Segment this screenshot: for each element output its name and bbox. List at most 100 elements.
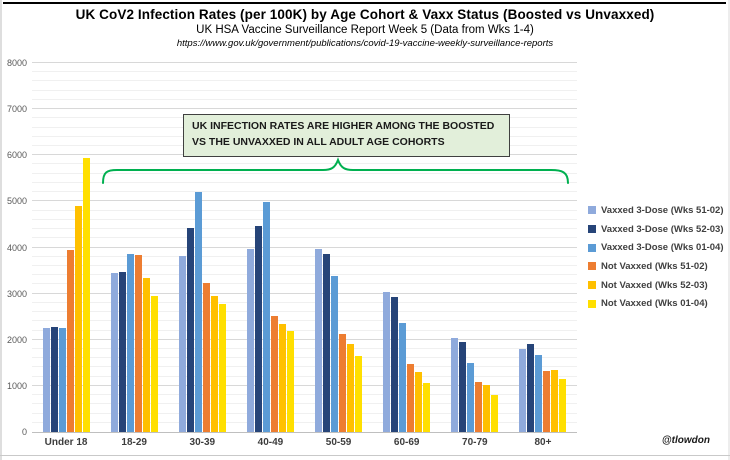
bar xyxy=(42,328,50,432)
bar xyxy=(551,370,559,432)
legend-item: Vaxxed 3-Dose (Wks 01-04) xyxy=(588,238,724,257)
bar xyxy=(202,283,210,432)
y-tick-label: 1000 xyxy=(6,380,27,391)
bar xyxy=(315,249,323,432)
gridline xyxy=(32,403,577,405)
gridline xyxy=(32,329,577,331)
bar xyxy=(355,356,363,432)
gridline xyxy=(32,108,577,110)
gridline xyxy=(32,264,577,266)
bar xyxy=(50,327,58,432)
bar xyxy=(331,275,339,432)
source-url: https://www.gov.uk/government/publicatio… xyxy=(176,38,554,49)
bar-group-80- xyxy=(509,63,577,432)
x-tick-label: 30-39 xyxy=(189,437,216,448)
gridline xyxy=(32,375,577,377)
bar xyxy=(347,344,355,432)
legend-item: Vaxxed 3-Dose (Wks 51-02) xyxy=(588,201,724,220)
legend-label: Not Vaxxed (Wks 51-02) xyxy=(601,260,708,272)
legend-item: Not Vaxxed (Wks 51-02) xyxy=(588,257,724,276)
gridline xyxy=(32,366,577,368)
gridline xyxy=(32,246,577,248)
gridline xyxy=(32,357,577,359)
bar xyxy=(262,202,270,432)
bar-group-70-79 xyxy=(441,63,509,432)
legend-swatch-icon xyxy=(588,206,596,215)
annotation-line2: VS THE UNVAXXED IN ALL ADULT AGE COHORTS xyxy=(192,135,445,148)
bar xyxy=(323,254,331,432)
x-axis-line xyxy=(32,432,577,433)
x-tick-label: 50-59 xyxy=(325,437,352,448)
legend-swatch-icon xyxy=(588,299,596,308)
chart-legend: Vaxxed 3-Dose (Wks 51-02) Vaxxed 3-Dose (… xyxy=(588,201,724,313)
x-tick-label: 60-69 xyxy=(393,437,420,448)
x-tick-label: 70-79 xyxy=(462,437,488,448)
bar xyxy=(451,338,459,432)
legend-label: Not Vaxxed (Wks 52-03) xyxy=(601,279,708,291)
legend-swatch-icon xyxy=(588,281,596,290)
bar xyxy=(519,349,527,432)
annotation-box: UK INFECTION RATES ARE HIGHER AMONG THE … xyxy=(183,114,510,157)
x-tick-label: 40-49 xyxy=(257,437,284,448)
page-edge-right xyxy=(728,0,730,460)
gridline xyxy=(32,209,577,211)
gridline xyxy=(32,80,577,82)
legend-swatch-icon xyxy=(588,243,596,252)
bar xyxy=(126,253,134,432)
bar xyxy=(74,206,82,432)
bar-group-50-59 xyxy=(305,63,373,432)
gridline xyxy=(32,191,577,193)
gridline xyxy=(32,98,577,100)
legend-swatch-icon xyxy=(588,262,596,271)
bar xyxy=(399,323,407,432)
bar xyxy=(286,331,294,432)
legend-label: Vaxxed 3-Dose (Wks 01-04) xyxy=(601,242,724,254)
bar xyxy=(270,315,278,432)
gridline xyxy=(32,255,577,257)
legend-label: Vaxxed 3-Dose (Wks 51-02) xyxy=(601,204,724,216)
chart-title: UK CoV2 Infection Rates (per 100K) by Ag… xyxy=(75,7,655,22)
bar xyxy=(459,341,467,432)
bar xyxy=(339,334,347,432)
bar xyxy=(543,370,551,432)
bar xyxy=(110,272,118,432)
gridline xyxy=(32,412,577,414)
bar-group-18-29 xyxy=(100,63,168,432)
bar xyxy=(415,371,423,432)
bar xyxy=(150,295,158,432)
gridline xyxy=(32,181,577,183)
gridline xyxy=(32,71,577,73)
y-axis-labels: 0 1000 2000 3000 4000 5000 6000 7000 8000 xyxy=(0,58,27,437)
gridline xyxy=(32,338,577,340)
gridline xyxy=(32,237,577,239)
legend-label: Vaxxed 3-Dose (Wks 52-03) xyxy=(601,223,724,235)
y-tick-label: 8000 xyxy=(6,58,27,68)
x-tick-label: Under 18 xyxy=(44,437,88,448)
bar xyxy=(278,323,286,432)
gridline xyxy=(32,347,577,349)
y-tick-label: 7000 xyxy=(6,104,27,115)
bar xyxy=(134,255,142,432)
bar-group-40-49 xyxy=(236,63,304,432)
chart-header: UK CoV2 Infection Rates (per 100K) by Ag… xyxy=(0,7,730,49)
gridline xyxy=(32,89,577,91)
x-tick-label: 18-29 xyxy=(121,437,147,448)
y-tick-label: 4000 xyxy=(6,242,27,253)
bar xyxy=(82,157,90,432)
attribution-handle: @tlowdon xyxy=(661,435,710,446)
bar xyxy=(210,295,218,432)
x-tick-label: 80+ xyxy=(534,437,552,448)
gridline xyxy=(32,200,577,202)
page-edge-left xyxy=(0,0,2,460)
bar xyxy=(391,296,399,432)
bar xyxy=(142,278,150,432)
bar xyxy=(58,328,66,432)
bar xyxy=(118,271,126,432)
gridline xyxy=(32,274,577,276)
bar xyxy=(383,291,391,432)
bar-groups xyxy=(32,63,577,432)
bar xyxy=(246,249,254,432)
gridline xyxy=(32,384,577,386)
bar xyxy=(218,304,226,432)
x-axis-labels: Under 18 18-29 30-39 40-49 50-59 60-69 70-79 80… xyxy=(32,437,577,448)
